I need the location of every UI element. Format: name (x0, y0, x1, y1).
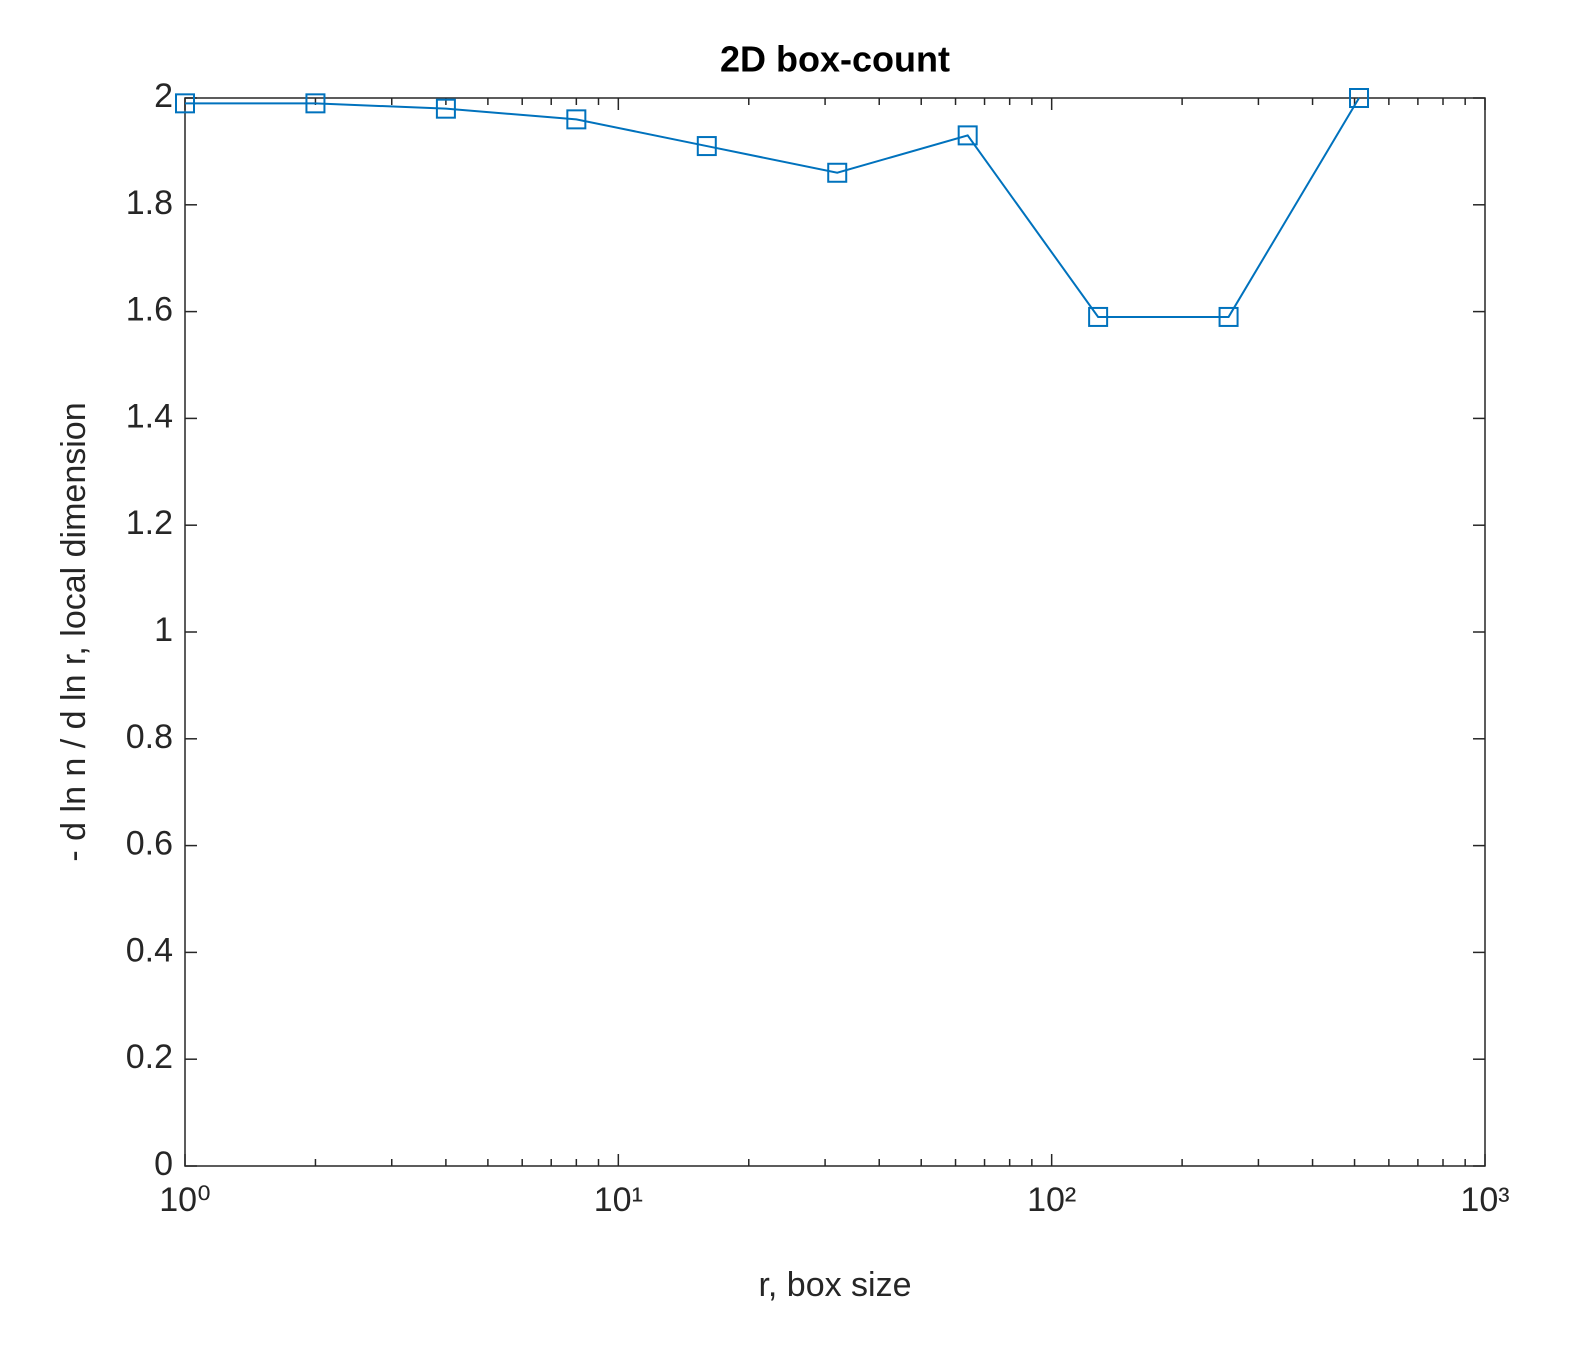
marker (1349, 88, 1370, 108)
y-tick-label: 1.6 (126, 291, 173, 329)
y-tick-label: 1.4 (126, 397, 173, 435)
y-tick-label: 2 (154, 77, 173, 115)
data-line (185, 97, 1360, 318)
marker (305, 93, 326, 114)
axes-box (184, 97, 1486, 1167)
marker (957, 125, 978, 146)
marker (1088, 306, 1109, 327)
marker (1218, 306, 1239, 327)
y-tick-label: 1.2 (126, 504, 173, 542)
marker (566, 109, 587, 130)
x-axis-label: r, box size (758, 1266, 911, 1304)
x-tick-label: 10¹ (594, 1181, 643, 1219)
y-tick-label: 1.8 (126, 184, 173, 222)
chart-title: 2D box-count (720, 39, 950, 80)
y-tick-label: 0.4 (126, 931, 173, 969)
y-tick-label: 1 (154, 611, 173, 649)
y-axis-label: - d ln n / d ln r, local dimension (55, 402, 93, 861)
x-tick-label: 10³ (1460, 1181, 1509, 1219)
y-tick-label: 0 (154, 1145, 173, 1183)
marker (827, 162, 848, 183)
x-tick-label: 10⁰ (159, 1181, 210, 1219)
x-tick-label: 10² (1027, 1181, 1076, 1219)
marker (696, 136, 717, 157)
marker (175, 93, 195, 114)
y-tick-label: 0.8 (126, 718, 173, 756)
marker (435, 98, 456, 119)
y-tick-label: 0.6 (126, 825, 173, 863)
y-tick-label: 0.2 (126, 1038, 173, 1076)
